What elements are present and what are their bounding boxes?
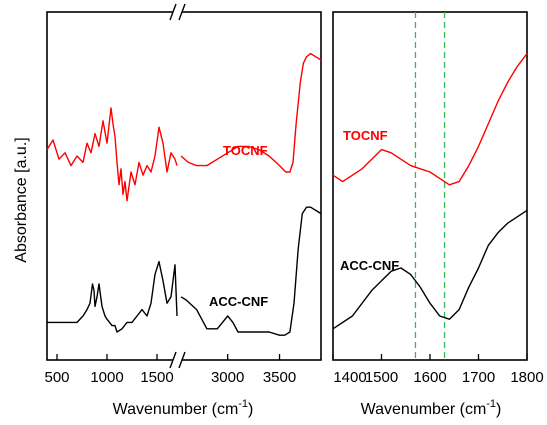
right-x-axis-label: Wavenumber (cm-1) — [361, 398, 502, 418]
series-label-acc-cnf-left: ACC-CNF — [209, 294, 268, 309]
left-x-axis-label: Wavenumber (cm-1) — [113, 398, 254, 418]
left-panel-frame — [46, 11, 322, 361]
right-vertical-markers — [414, 12, 446, 360]
left-x-axis-label-sup: -1 — [238, 398, 248, 410]
left-x-axis-label-end: ) — [248, 401, 253, 418]
right-panel-frame — [332, 11, 528, 361]
axis-break-mark-top-1 — [169, 3, 177, 21]
right-x-tick-label: 1500 — [365, 369, 398, 386]
left-x-tick-label: 3000 — [211, 369, 244, 386]
axis-break-mark-bottom-2 — [178, 351, 186, 369]
left-line-tocnf-segment-1 — [46, 107, 178, 202]
axis-break-mark-bottom-1 — [169, 351, 177, 369]
left-x-tick-label: 500 — [44, 369, 69, 386]
right-x-tick-label: 1400 — [333, 369, 366, 386]
left-line-acc-cnf-segment-1 — [47, 260, 178, 333]
left-x-tick-label: 3500 — [263, 369, 296, 386]
series-label-tocnf-left: TOCNF — [223, 143, 268, 158]
left-x-tick-label: 1500 — [140, 369, 173, 386]
right-series-group — [332, 53, 528, 330]
left-x-tick-label: 1000 — [90, 369, 123, 386]
left-panel: 500 1000 1500 3000 3500 TOCNF ACC-CNF — [44, 3, 322, 386]
y-axis-label: Absorbance [a.u.] — [13, 137, 30, 262]
axis-break-gap-bottom — [173, 354, 182, 366]
series-label-acc-cnf-right: ACC-CNF — [340, 258, 399, 273]
left-series-group — [46, 52, 322, 336]
right-x-axis-label-sup: -1 — [486, 398, 496, 410]
right-line-acc-cnf — [332, 209, 528, 330]
left-line-acc-cnf-segment-2 — [180, 206, 322, 336]
right-x-tick-label: 1800 — [510, 369, 543, 386]
axis-break-mark-top-2 — [178, 3, 186, 21]
right-x-tick-label: 1600 — [413, 369, 446, 386]
right-line-tocnf — [332, 53, 528, 186]
right-x-tick-label: 1700 — [462, 369, 495, 386]
series-label-tocnf-right: TOCNF — [343, 128, 388, 143]
left-x-ticks: 500 1000 1500 3000 3500 — [44, 354, 296, 386]
left-x-axis-label-main: Wavenumber (cm — [113, 401, 239, 418]
right-x-axis-label-end: ) — [496, 401, 501, 418]
axis-break-gap-top — [173, 6, 182, 18]
right-x-axis-label-main: Wavenumber (cm — [361, 401, 487, 418]
left-line-tocnf-segment-2 — [180, 52, 322, 173]
